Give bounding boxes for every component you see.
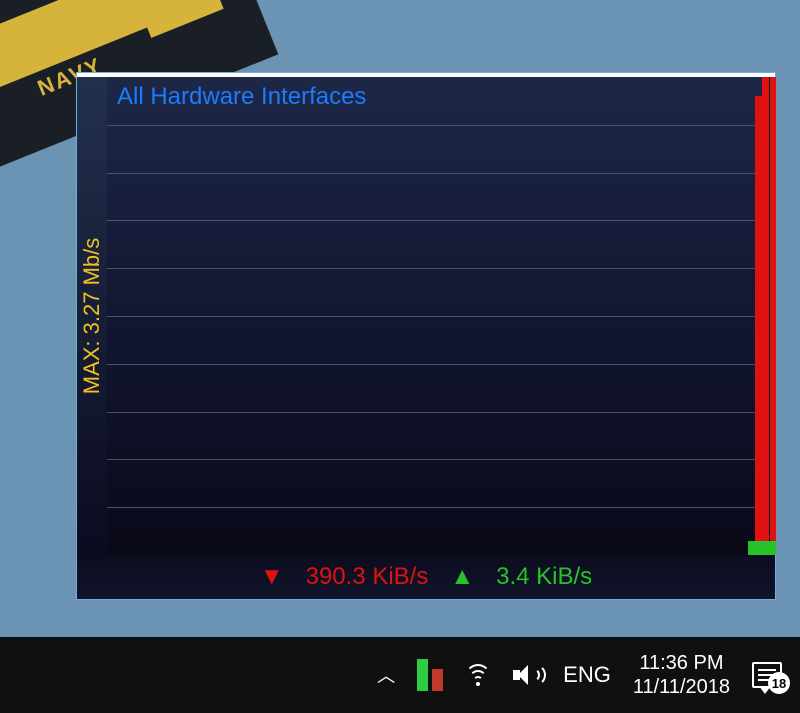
tray-netmonitor-icon[interactable] <box>417 659 443 691</box>
notification-badge: 18 <box>768 672 790 694</box>
clock-date: 11/11/2018 <box>633 675 730 699</box>
download-arrow-icon: ▼ <box>260 563 284 591</box>
chart-yaxis: MAX: 3.27 Mb/s <box>77 77 107 555</box>
network-monitor-body: MAX: 3.27 Mb/s All Hardware Interfaces <box>77 77 775 555</box>
taskbar: ︿ ENG 11:36 PM 11/11/2018 18 <box>0 637 800 713</box>
action-center-icon[interactable]: 18 <box>752 662 782 688</box>
system-tray: ︿ ENG 11:36 PM 11/11/2018 18 <box>377 651 800 699</box>
upload-arrow-icon: ▲ <box>450 563 474 591</box>
tray-overflow-chevron-icon[interactable]: ︿ <box>377 662 395 688</box>
network-chart[interactable]: All Hardware Interfaces <box>107 77 775 555</box>
chart-bars <box>107 77 775 555</box>
download-rate: 390.3 KiB/s <box>306 563 429 591</box>
wifi-icon[interactable] <box>465 664 491 686</box>
volume-icon[interactable] <box>513 663 541 687</box>
network-monitor-window[interactable]: MAX: 3.27 Mb/s All Hardware Interfaces ▼… <box>76 72 776 600</box>
clock-time: 11:36 PM <box>633 651 730 675</box>
yaxis-label: MAX: 3.27 Mb/s <box>79 238 105 395</box>
network-status-bar: ▼ 390.3 KiB/s ▲ 3.4 KiB/s <box>77 555 775 599</box>
upload-rate: 3.4 KiB/s <box>496 563 592 591</box>
language-indicator[interactable]: ENG <box>563 662 611 688</box>
tray-clock[interactable]: 11:36 PM 11/11/2018 <box>633 651 730 699</box>
